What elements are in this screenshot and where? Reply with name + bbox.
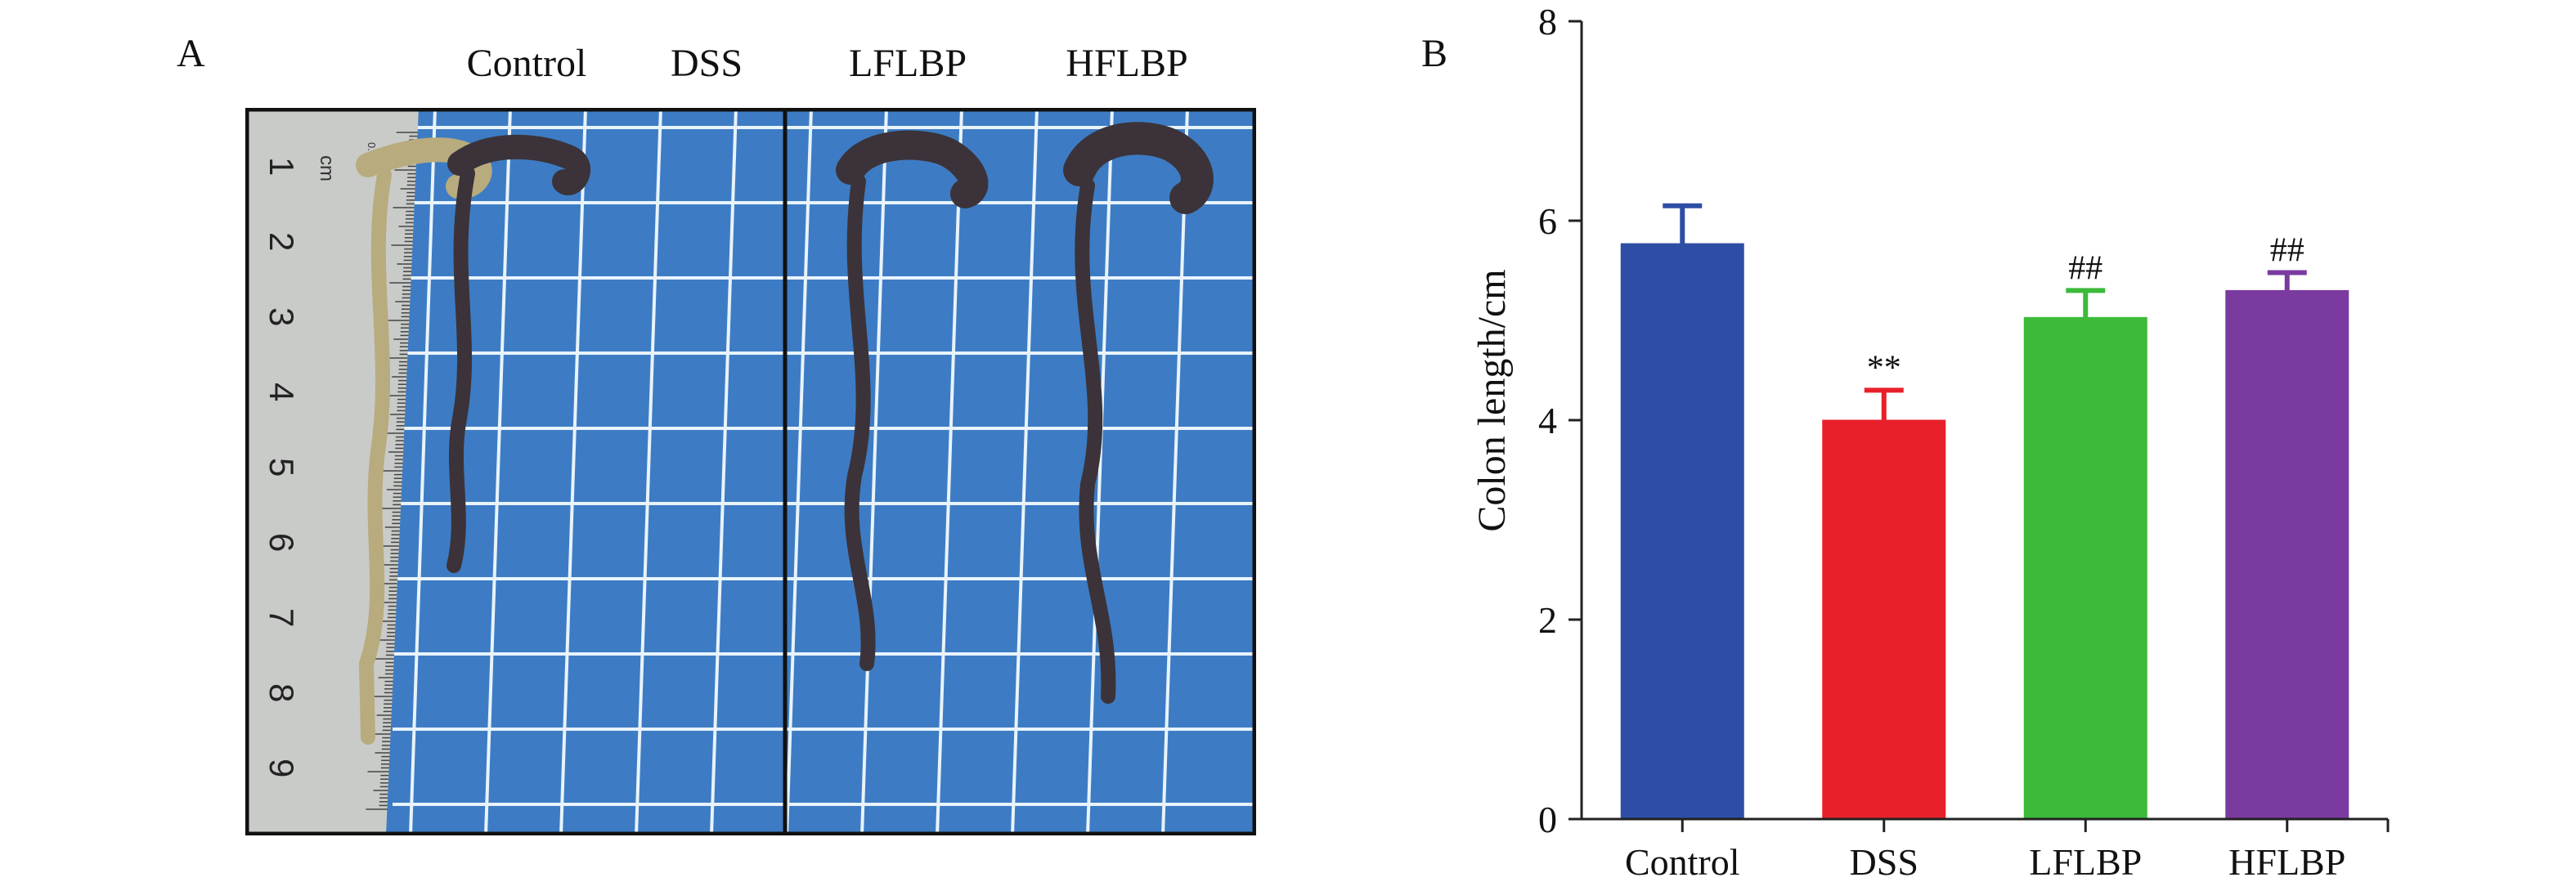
board-grid-vline	[785, 108, 813, 835]
y-axis-ticks: 0 2 4 6 8	[1538, 1, 1583, 840]
bar-lflbp	[2023, 316, 2147, 820]
board-grid-vline	[559, 108, 587, 835]
ruler-number: 7	[263, 608, 301, 627]
x-tick-label: LFLBP	[2029, 841, 2142, 883]
colon-lflbp-curl	[836, 130, 989, 208]
ruler-unit-label: cm	[316, 155, 338, 181]
y-axis-label: Colon length/cm	[1470, 269, 1514, 531]
board-grid-vline	[1086, 108, 1114, 835]
photo-label-control: Control	[466, 42, 587, 85]
bar-dss	[1822, 419, 1946, 820]
ruler-ticks	[366, 132, 418, 810]
board-grid-vline	[635, 108, 662, 835]
panel-b-letter: B	[1421, 32, 1448, 75]
y-tick-label: 8	[1538, 1, 1557, 43]
ruler-number: 4	[263, 383, 301, 401]
bar-hflbp	[2225, 289, 2349, 820]
colon-length-chart: Colon length/cm 0 2 4 6 8 ** ## ## Control DSS L…	[1470, 1, 2390, 883]
colon-dss-curl	[447, 134, 590, 195]
ruler-number: 3	[263, 307, 301, 326]
colon-hflbp	[1063, 122, 1214, 704]
photo-label-dss: DSS	[670, 42, 743, 85]
y-tick-label: 2	[1538, 599, 1557, 641]
board-grid-vline	[860, 108, 888, 835]
colon-dss	[447, 134, 590, 573]
bar-control	[1620, 243, 1744, 820]
significance-label: ##	[2068, 249, 2103, 287]
board-grid-vline	[1161, 108, 1189, 835]
ruler-number: 9	[263, 759, 301, 777]
ruler-number: 1	[263, 157, 301, 176]
significance-label: ##	[2270, 231, 2304, 269]
ruler-number: 5	[263, 458, 301, 477]
colon-hflbp-curl	[1063, 122, 1214, 214]
panel-a-letter: A	[177, 32, 205, 75]
colon-lflbp-tail	[844, 174, 876, 671]
x-tick-label: Control	[1625, 841, 1740, 883]
significance-label: **	[1867, 349, 1901, 387]
ruler-number: 6	[263, 533, 301, 552]
ruler-number: 2	[263, 232, 301, 251]
y-tick-label: 6	[1538, 200, 1557, 242]
colon-lflbp	[836, 130, 989, 671]
bars: ** ## ##	[1620, 203, 2349, 820]
y-tick-label: 4	[1538, 400, 1557, 441]
y-tick-label: 0	[1538, 799, 1557, 840]
board-grid-vline	[936, 108, 963, 835]
board-grid-vline	[484, 108, 512, 835]
colon-dss-tail	[447, 166, 475, 573]
ruler-number: 8	[263, 683, 301, 702]
board-grid-vline	[1011, 108, 1039, 835]
x-axis: Control DSS LFLBP HFLBP	[1582, 817, 2390, 883]
x-tick-label: DSS	[1850, 841, 1919, 883]
board-grid-vline	[710, 108, 738, 835]
colon-hflbp-tail	[1075, 178, 1116, 704]
board-grid-vline	[409, 108, 437, 835]
photo-label-hflbp: HFLBP	[1066, 42, 1188, 85]
photo-frame	[245, 108, 1256, 835]
x-tick-label: HFLBP	[2228, 841, 2345, 883]
ruler-numbers: 1 2 3 4 5 6 7 8 9	[263, 157, 301, 777]
colon-control-tail	[358, 168, 392, 745]
photo-label-lflbp: LFLBP	[848, 42, 967, 85]
